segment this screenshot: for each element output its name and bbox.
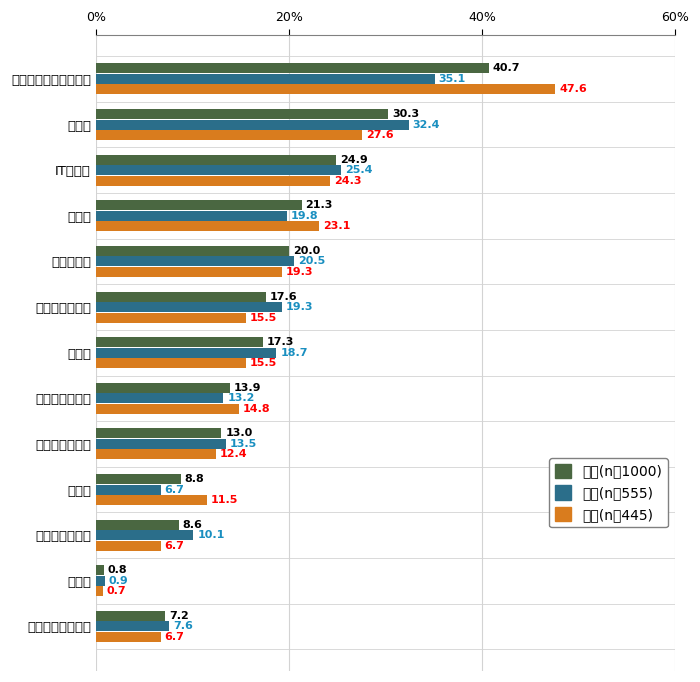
Text: 10.1: 10.1 xyxy=(197,530,225,540)
Text: 13.9: 13.9 xyxy=(234,383,262,393)
Bar xyxy=(96,312,246,323)
Text: 24.9: 24.9 xyxy=(340,155,368,165)
Text: 17.3: 17.3 xyxy=(267,337,294,347)
Bar xyxy=(96,520,179,530)
Text: 20.0: 20.0 xyxy=(293,246,320,256)
Bar xyxy=(96,63,489,74)
Text: 27.6: 27.6 xyxy=(366,130,394,140)
Text: 30.3: 30.3 xyxy=(392,109,419,119)
Bar xyxy=(96,394,223,403)
Text: 40.7: 40.7 xyxy=(493,63,520,74)
Text: 6.7: 6.7 xyxy=(164,541,184,550)
Bar xyxy=(96,485,160,494)
Text: 19.8: 19.8 xyxy=(291,211,318,221)
Bar xyxy=(96,383,230,393)
Text: 21.3: 21.3 xyxy=(305,201,332,210)
Text: 19.3: 19.3 xyxy=(286,302,314,312)
Text: 19.3: 19.3 xyxy=(286,267,314,277)
Text: 23.1: 23.1 xyxy=(323,222,350,231)
Bar xyxy=(96,119,409,130)
Bar xyxy=(96,222,319,231)
Text: 32.4: 32.4 xyxy=(412,119,440,130)
Text: 6.7: 6.7 xyxy=(164,485,184,494)
Bar xyxy=(96,495,207,505)
Text: 14.8: 14.8 xyxy=(243,404,270,414)
Bar xyxy=(96,439,226,449)
Bar xyxy=(96,85,555,95)
Bar xyxy=(96,211,287,221)
Text: 7.2: 7.2 xyxy=(169,611,189,621)
Bar xyxy=(96,155,336,165)
Bar xyxy=(96,587,103,596)
Bar xyxy=(96,621,169,632)
Bar xyxy=(96,632,160,642)
Bar xyxy=(96,337,263,347)
Bar xyxy=(96,530,193,540)
Text: 0.8: 0.8 xyxy=(108,565,127,576)
Bar xyxy=(96,576,105,586)
Bar xyxy=(96,474,181,484)
Text: 0.7: 0.7 xyxy=(106,587,126,596)
Bar xyxy=(96,74,435,84)
Bar xyxy=(96,176,330,186)
Text: 11.5: 11.5 xyxy=(211,495,238,505)
Bar xyxy=(96,541,160,551)
Bar xyxy=(96,428,221,439)
Text: 47.6: 47.6 xyxy=(559,85,587,95)
Text: 25.4: 25.4 xyxy=(345,165,372,175)
Text: 13.2: 13.2 xyxy=(228,394,255,403)
Bar xyxy=(96,302,282,312)
Text: 8.6: 8.6 xyxy=(183,520,203,530)
Text: 12.4: 12.4 xyxy=(220,449,247,460)
Text: 6.7: 6.7 xyxy=(164,632,184,642)
Legend: 全体(n＝1000), 男性(n＝555), 女性(n＝445): 全体(n＝1000), 男性(n＝555), 女性(n＝445) xyxy=(550,458,668,527)
Bar xyxy=(96,165,341,175)
Text: 13.0: 13.0 xyxy=(225,428,253,439)
Bar xyxy=(96,256,294,267)
Text: 0.9: 0.9 xyxy=(108,576,128,586)
Text: 7.6: 7.6 xyxy=(173,621,193,632)
Bar xyxy=(96,292,266,301)
Text: 15.5: 15.5 xyxy=(249,358,276,368)
Text: 13.5: 13.5 xyxy=(230,439,258,449)
Text: 24.3: 24.3 xyxy=(335,176,362,186)
Text: 8.8: 8.8 xyxy=(185,474,204,484)
Text: 15.5: 15.5 xyxy=(249,312,276,323)
Bar xyxy=(96,611,165,621)
Bar xyxy=(96,246,289,256)
Text: 35.1: 35.1 xyxy=(438,74,466,84)
Bar xyxy=(96,449,216,460)
Text: 20.5: 20.5 xyxy=(298,256,325,267)
Bar xyxy=(96,130,363,140)
Bar xyxy=(96,358,246,368)
Text: 17.6: 17.6 xyxy=(270,292,298,301)
Text: 18.7: 18.7 xyxy=(280,348,308,357)
Bar xyxy=(96,267,282,277)
Bar xyxy=(96,201,302,210)
Bar xyxy=(96,348,276,358)
Bar xyxy=(96,404,239,414)
Bar xyxy=(96,565,104,576)
Bar xyxy=(96,109,388,119)
